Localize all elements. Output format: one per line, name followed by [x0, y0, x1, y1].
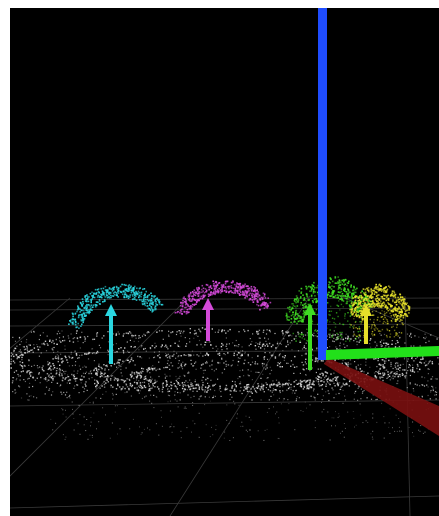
grid-line	[10, 307, 439, 311]
point-cloud-scene[interactable]	[10, 8, 439, 516]
grid-line	[10, 297, 439, 301]
3d-viewport[interactable]	[10, 8, 439, 516]
grid-line	[10, 297, 71, 349]
normal-arrows	[105, 298, 372, 370]
y-axis-green	[326, 346, 439, 360]
grid-line	[10, 495, 439, 509]
cluster-4-normal-arrow	[360, 304, 372, 344]
grid-line	[10, 399, 439, 407]
cluster-2-points	[174, 280, 272, 315]
cluster-1-normal-arrow	[105, 304, 117, 364]
cluster-3-points	[285, 276, 374, 342]
z-axis-blue	[318, 8, 327, 360]
cluster-1-points	[68, 283, 164, 329]
x-axis-bar	[324, 358, 439, 436]
grid-line	[10, 295, 191, 477]
z-axis-bar	[318, 8, 327, 360]
y-axis-bar	[326, 346, 439, 360]
x-axis-red	[324, 358, 439, 436]
cluster-2-normal-arrow	[202, 298, 214, 341]
cluster-3-normal-arrow	[304, 303, 316, 370]
